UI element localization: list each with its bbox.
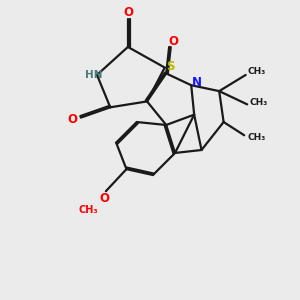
Text: S: S bbox=[166, 60, 174, 73]
Text: O: O bbox=[68, 112, 78, 126]
Text: O: O bbox=[99, 192, 110, 205]
Text: CH₃: CH₃ bbox=[78, 206, 98, 215]
Text: HN: HN bbox=[85, 70, 103, 80]
Text: O: O bbox=[169, 34, 178, 48]
Text: CH₃: CH₃ bbox=[248, 133, 266, 142]
Text: O: O bbox=[123, 6, 133, 19]
Text: CH₃: CH₃ bbox=[249, 98, 268, 107]
Text: CH₃: CH₃ bbox=[248, 67, 266, 76]
Text: N: N bbox=[191, 76, 202, 89]
